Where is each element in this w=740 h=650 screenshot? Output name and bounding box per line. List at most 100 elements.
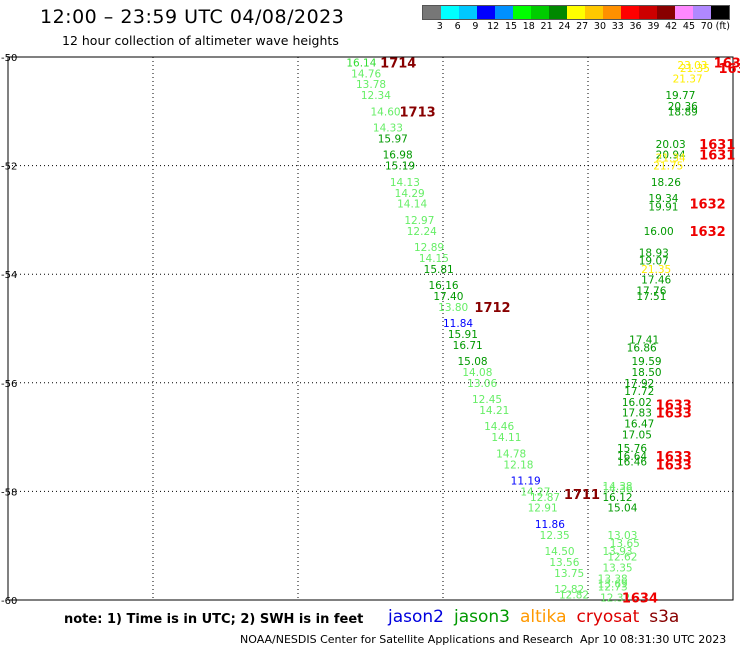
wave-height-label: 12.82	[559, 590, 589, 602]
wave-height-label: 12.45	[472, 394, 502, 406]
wave-height-label: 16.00	[644, 226, 674, 238]
pass-time-label: 1633	[656, 450, 692, 465]
legend-swatch	[603, 6, 621, 19]
color-scale-ticks: 3 6 9 12 15 18 21 24 27 30 33 36 39 42 45 70 (ft)	[422, 21, 730, 32]
pass-time-label: 1634	[622, 591, 658, 605]
legend-tick-label: 45	[682, 21, 695, 32]
legend-swatch	[639, 6, 657, 19]
legend-swatch	[513, 6, 531, 19]
wave-height-label: 20.36	[668, 101, 698, 113]
legend-tick-label: 33	[611, 21, 624, 32]
legend-swatch	[459, 6, 477, 19]
footer-credit: NOAA/NESDIS Center for Satellite Applica…	[240, 633, 574, 646]
wave-height-label: 14.78	[496, 448, 526, 460]
wave-height-label: 12.32	[600, 592, 630, 604]
wave-height-label: 16.02	[622, 397, 652, 409]
wave-height-label: 18.93	[639, 247, 669, 259]
wave-height-label: 14.60	[371, 106, 401, 118]
wave-height-label: 14.76	[351, 68, 381, 80]
wave-height-label: 20.94	[656, 150, 686, 162]
wave-height-label: 17.72	[624, 386, 654, 398]
wave-height-label: 23.03	[677, 60, 707, 72]
satellite-label-s3a: s3a	[649, 607, 680, 627]
wave-height-label: 12.89	[414, 242, 444, 254]
wave-height-label: 19.91	[648, 201, 678, 213]
wave-height-label: 13.03	[607, 530, 637, 542]
y-tick-label: -58	[1, 487, 17, 498]
pass-time-label: 1632	[690, 225, 726, 240]
wave-height-label: 14.08	[462, 367, 492, 379]
pass-time-label: 1633	[656, 407, 692, 422]
wave-height-label: 21.37	[673, 74, 703, 86]
legend-swatch	[477, 6, 495, 19]
wave-height-label: 14.21	[479, 405, 509, 417]
legend-tick-label: 9	[472, 21, 479, 32]
legend-swatch	[549, 6, 567, 19]
pass-time-label: 1632	[690, 198, 726, 213]
wave-height-label: 14.33	[373, 123, 403, 135]
wave-height-label: 18.26	[651, 177, 681, 189]
pass-time-label: 1631	[719, 62, 740, 77]
wave-height-label: 16.47	[624, 419, 654, 431]
wave-height-label: 18.50	[632, 367, 662, 379]
wave-height-label: 15.08	[458, 356, 488, 368]
wave-height-label: 11.84	[443, 318, 473, 330]
wave-height-label: 14.36	[603, 484, 633, 496]
wave-height-label: 16.86	[627, 343, 657, 355]
wave-height-label: 14.13	[390, 177, 420, 189]
wave-height-label: 13.78	[356, 79, 386, 91]
wave-height-label: 15.19	[385, 161, 415, 173]
legend-tick-label: 6	[454, 21, 461, 32]
y-tick-label: -60	[1, 596, 17, 605]
satellite-label-altika: altika	[520, 607, 567, 627]
wave-height-label: 14.38	[603, 481, 633, 493]
wave-height-label: 15.76	[617, 443, 647, 455]
wave-height-label: 14.14	[397, 199, 427, 211]
legend-swatch	[657, 6, 675, 19]
y-tick-label: -50	[1, 53, 17, 64]
wave-height-label: 13.80	[438, 302, 468, 314]
units-note: note: 1) Time is in UTC; 2) SWH is in fe…	[64, 612, 364, 627]
satellite-legend: jason2 jason3 altika cryosat s3a	[388, 607, 689, 627]
wave-height-label: 12.62	[607, 552, 637, 564]
wave-height-label: 19.59	[632, 356, 662, 368]
wave-height-label: 20.03	[656, 139, 686, 151]
legend-tick-label: 30	[593, 21, 607, 32]
legend-swatch	[495, 6, 513, 19]
wave-height-label: 21.34	[656, 152, 686, 164]
wave-height-label: 12.35	[540, 530, 570, 542]
wave-height-label: 17.76	[636, 285, 666, 297]
wave-height-label: 14.29	[395, 188, 425, 200]
wave-height-label: 15.81	[424, 264, 454, 276]
legend-unit: (ft)	[715, 21, 730, 32]
wave-height-label: 17.51	[636, 291, 666, 303]
wave-height-plot: 757881848790-50-52-54-56-58-6016.1414.76…	[1, 53, 740, 605]
wave-height-label: 15.97	[378, 133, 408, 145]
wave-height-label: 13.75	[554, 568, 584, 580]
wave-height-label: 19.77	[665, 90, 695, 102]
wave-height-label: 17.40	[433, 291, 463, 303]
legend-swatch	[423, 6, 441, 19]
wave-height-label: 16.46	[617, 457, 647, 469]
legend-tick-label: 27	[576, 21, 589, 32]
legend-swatch	[441, 6, 459, 19]
y-tick-label: -54	[1, 270, 17, 281]
wave-height-label: 14.15	[419, 253, 449, 265]
wave-height-label: 19.07	[639, 256, 669, 268]
wave-height-label: 13.35	[603, 562, 633, 574]
wave-height-label: 12.82	[554, 584, 584, 596]
pass-time-label: 1631	[699, 149, 735, 164]
wave-height-label: 13.06	[467, 378, 497, 390]
wave-height-label: 12.34	[361, 90, 391, 102]
plot-frame	[7, 56, 734, 601]
pass-time-label: 1713	[400, 105, 436, 120]
wave-height-label: 11.86	[535, 519, 565, 531]
legend-tick-label: 18	[522, 21, 535, 32]
wave-height-label: 15.91	[448, 329, 478, 341]
wave-height-label: 16.71	[453, 340, 483, 352]
legend-tick-label: 39	[647, 21, 660, 32]
y-tick-label: -56	[1, 379, 17, 390]
legend-swatch	[585, 6, 603, 19]
wave-height-label: 11.19	[511, 476, 541, 488]
wave-height-label: 17.83	[622, 408, 652, 420]
